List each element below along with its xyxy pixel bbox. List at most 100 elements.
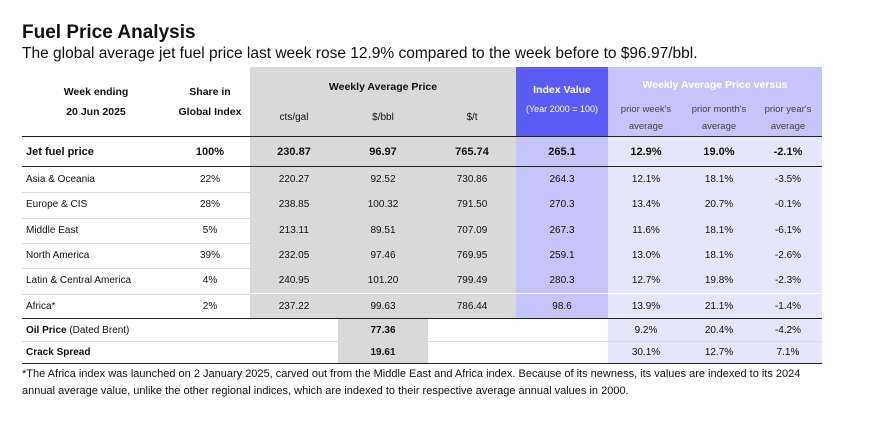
share-label-2: Global Index bbox=[178, 105, 242, 118]
prior-year-1: prior year's bbox=[764, 104, 812, 115]
region-week-cell: 12.7% bbox=[608, 268, 684, 294]
region-year-cell: -0.1% bbox=[754, 192, 822, 218]
crack-spread-bbl: 19.61 bbox=[338, 342, 428, 363]
region-month-cell: 18.1% bbox=[684, 167, 754, 193]
region-year-cell: -3.5% bbox=[754, 167, 822, 193]
region-year-cell: -1.4% bbox=[754, 293, 822, 319]
region-month-cell: 18.1% bbox=[684, 217, 754, 243]
footnote: *The Africa index was launched on 2 Janu… bbox=[22, 368, 801, 397]
jet-fuel-cts: 230.87 bbox=[250, 137, 338, 166]
prior-week-1: prior week's bbox=[620, 104, 672, 115]
region-share-cell: 4% bbox=[202, 275, 218, 287]
prior-year-header: prior year's average bbox=[754, 101, 822, 135]
index-label: Index Value bbox=[533, 84, 591, 96]
region-cts-cell: 240.95 bbox=[250, 268, 338, 294]
region-index-cell: 264.3 bbox=[516, 167, 608, 193]
unit-bbl: $/bbl bbox=[372, 112, 394, 123]
crack-spread-label: Crack Spread bbox=[26, 347, 91, 358]
oil-price-month: 20.4% bbox=[684, 319, 754, 341]
crack-spread-week: 30.1% bbox=[608, 342, 684, 363]
region-cts-cell: 232.05 bbox=[250, 242, 338, 269]
region-t-cell: 786.44 bbox=[428, 293, 516, 319]
unit-cts: cts/gal bbox=[279, 112, 309, 123]
region-week-cell: 12.1% bbox=[608, 167, 684, 193]
region-row: Middle East 5% 213.11 89.51 707.09 267.3 11.6%… bbox=[22, 217, 822, 243]
region-share-cell: 22% bbox=[199, 174, 220, 186]
regions-divider bbox=[22, 318, 822, 319]
region-bbl-cell: 100.32 bbox=[338, 192, 428, 218]
region-cts-cell: 237.22 bbox=[250, 293, 338, 319]
region-index-cell: 280.3 bbox=[516, 268, 608, 294]
region-bbl-cell: 97.46 bbox=[338, 242, 428, 269]
prior-year-2: average bbox=[770, 121, 806, 132]
prior-month-header: prior month's average bbox=[684, 101, 754, 135]
region-month-cell: 19.8% bbox=[684, 268, 754, 294]
region-share-cell: 28% bbox=[199, 199, 220, 211]
week-ending-date: 20 Jun 2025 bbox=[66, 105, 126, 118]
oil-price-bbl: 77.36 bbox=[338, 319, 428, 341]
jet-fuel-bbl: 96.97 bbox=[338, 137, 428, 166]
region-month-cell: 18.1% bbox=[684, 242, 754, 269]
region-week-cell: 13.0% bbox=[608, 242, 684, 269]
oil-price-week: 9.2% bbox=[608, 319, 684, 341]
region-t-cell: 799.49 bbox=[428, 268, 516, 294]
share-label-1: Share in bbox=[189, 85, 231, 98]
unit-t: $/t bbox=[466, 112, 478, 123]
jet-fuel-row: Jet fuel price 100% 230.87 96.97 765.74 … bbox=[22, 137, 822, 166]
versus-label: Weekly Average Price versus bbox=[642, 79, 788, 91]
region-label-cell: Latin & Central America bbox=[26, 275, 132, 287]
weekly-avg-label: Weekly Average Price bbox=[328, 81, 438, 93]
oil-price-row: Oil Price (Dated Brent) 77.36 9.2% 20.4%… bbox=[22, 319, 822, 341]
region-label-cell: Europe & CIS bbox=[26, 199, 88, 211]
region-cts-cell: 220.27 bbox=[250, 167, 338, 193]
oil-price-year: -4.2% bbox=[754, 319, 822, 341]
region-t-cell: 791.50 bbox=[428, 192, 516, 218]
oil-price-label-bold: Oil Price bbox=[26, 324, 67, 336]
share-header: Share in Global Index bbox=[170, 67, 250, 136]
prior-month-2: average bbox=[701, 121, 737, 132]
region-share-cell: 5% bbox=[202, 224, 218, 236]
oil-divider bbox=[22, 341, 822, 342]
prior-month-1: prior month's bbox=[691, 104, 747, 115]
jet-fuel-label: Jet fuel price bbox=[26, 145, 94, 158]
page-title: Fuel Price Analysis bbox=[22, 22, 196, 43]
region-index-cell: 98.6 bbox=[516, 293, 608, 319]
versus-header: Weekly Average Price versus prior week's… bbox=[608, 67, 822, 136]
region-share-cell: 2% bbox=[202, 300, 218, 312]
region-index-cell: 267.3 bbox=[516, 217, 608, 243]
index-sub: (Year 2000 = 100) bbox=[526, 104, 598, 114]
region-label-cell: Africa* bbox=[26, 300, 56, 312]
region-cts-cell: 238.85 bbox=[250, 192, 338, 218]
region-row: Africa* 2% 237.22 99.63 786.44 98.6 13.9% 21.1%… bbox=[22, 293, 822, 319]
crack-spread-month: 12.7% bbox=[684, 342, 754, 363]
region-label-cell: North America bbox=[26, 250, 90, 262]
oil-price-label: Oil Price (Dated Brent) bbox=[22, 319, 250, 341]
table-bottom-divider bbox=[22, 363, 822, 364]
jet-fuel-index: 265.1 bbox=[516, 137, 608, 166]
region-t-cell: 769.95 bbox=[428, 242, 516, 269]
jet-fuel-year: -2.1% bbox=[754, 137, 822, 166]
region-year-cell: -6.1% bbox=[754, 217, 822, 243]
region-row: Latin & Central America 4% 240.95 101.20 799… bbox=[22, 268, 822, 294]
region-share-cell: 39% bbox=[199, 250, 220, 262]
region-label-cell: Middle East bbox=[26, 224, 79, 236]
oil-price-label-rest: (Dated Brent) bbox=[66, 324, 130, 336]
region-year-cell: -2.3% bbox=[754, 268, 822, 294]
region-index-cell: 270.3 bbox=[516, 192, 608, 218]
jet-fuel-month: 19.0% bbox=[684, 137, 754, 166]
region-week-cell: 13.9% bbox=[608, 293, 684, 319]
region-bbl-cell: 101.20 bbox=[338, 268, 428, 294]
region-bbl-cell: 89.51 bbox=[338, 217, 428, 243]
week-ending-label: Week ending bbox=[63, 85, 129, 98]
weekly-avg-header: Weekly Average Price cts/gal $/bbl $/t bbox=[250, 67, 516, 136]
region-bbl-cell: 99.63 bbox=[338, 293, 428, 319]
prior-week-2: average bbox=[628, 121, 664, 132]
region-t-cell: 707.09 bbox=[428, 217, 516, 243]
region-month-cell: 20.7% bbox=[684, 192, 754, 218]
header-row: Week ending 20 Jun 2025 Share in Global … bbox=[22, 67, 822, 136]
index-header: Index Value (Year 2000 = 100) bbox=[516, 67, 608, 136]
region-week-cell: 13.4% bbox=[608, 192, 684, 218]
region-bbl-cell: 92.52 bbox=[338, 167, 428, 193]
prior-week-header: prior week's average bbox=[608, 101, 684, 135]
region-year-cell: -2.6% bbox=[754, 242, 822, 269]
